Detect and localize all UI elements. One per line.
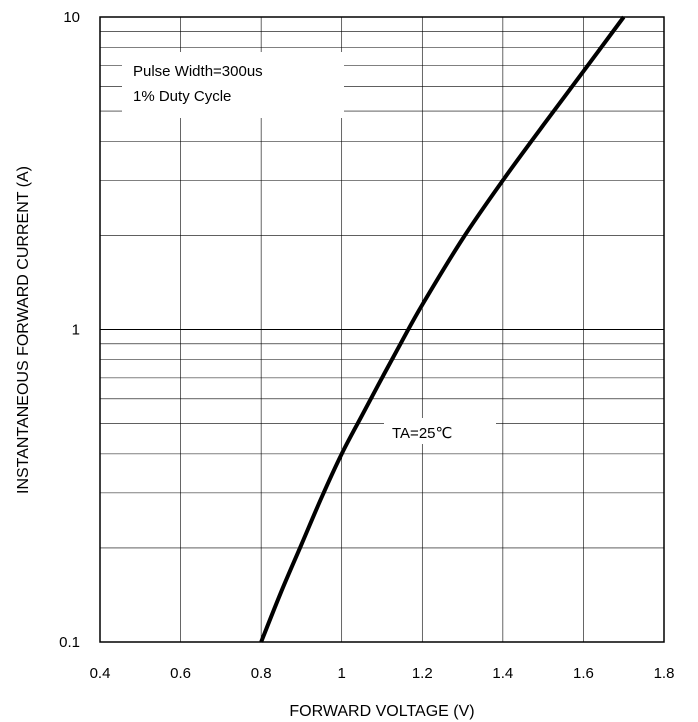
y-tick-label: 1: [72, 322, 80, 339]
x-tick-label: 1.4: [492, 665, 513, 682]
x-tick-label: 0.6: [170, 665, 191, 682]
grid-lines: [100, 17, 664, 642]
forward-current-curve: [259, 15, 626, 643]
series-layer: [259, 15, 626, 643]
x-axis-label: FORWARD VOLTAGE (V): [289, 703, 474, 720]
y-tick-labels: 0.1 1 10: [59, 9, 80, 651]
annotation-duty-cycle: 1% Duty Cycle: [133, 88, 231, 105]
annotation-pulse-width: Pulse Width=300us: [133, 63, 263, 80]
x-tick-labels: 0.4 0.6 0.8 1 1.2 1.4 1.6 1.8: [90, 665, 675, 682]
x-tick-label: 1: [338, 665, 346, 682]
y-axis-label: INSTANTANEOUS FORWARD CURRENT (A): [15, 166, 32, 494]
y-tick-label: 0.1: [59, 634, 80, 651]
temperature-label-box: [384, 418, 496, 444]
annotation-box: [122, 52, 344, 118]
plot-frame: [99, 16, 665, 643]
temperature-label: TA=25℃: [392, 425, 452, 442]
x-tick-label: 0.4: [90, 665, 111, 682]
x-tick-label: 1.2: [412, 665, 433, 682]
x-tick-label: 1.6: [573, 665, 594, 682]
x-tick-label: 0.8: [251, 665, 272, 682]
y-tick-label: 10: [63, 9, 80, 26]
x-tick-label: 1.8: [654, 665, 675, 682]
